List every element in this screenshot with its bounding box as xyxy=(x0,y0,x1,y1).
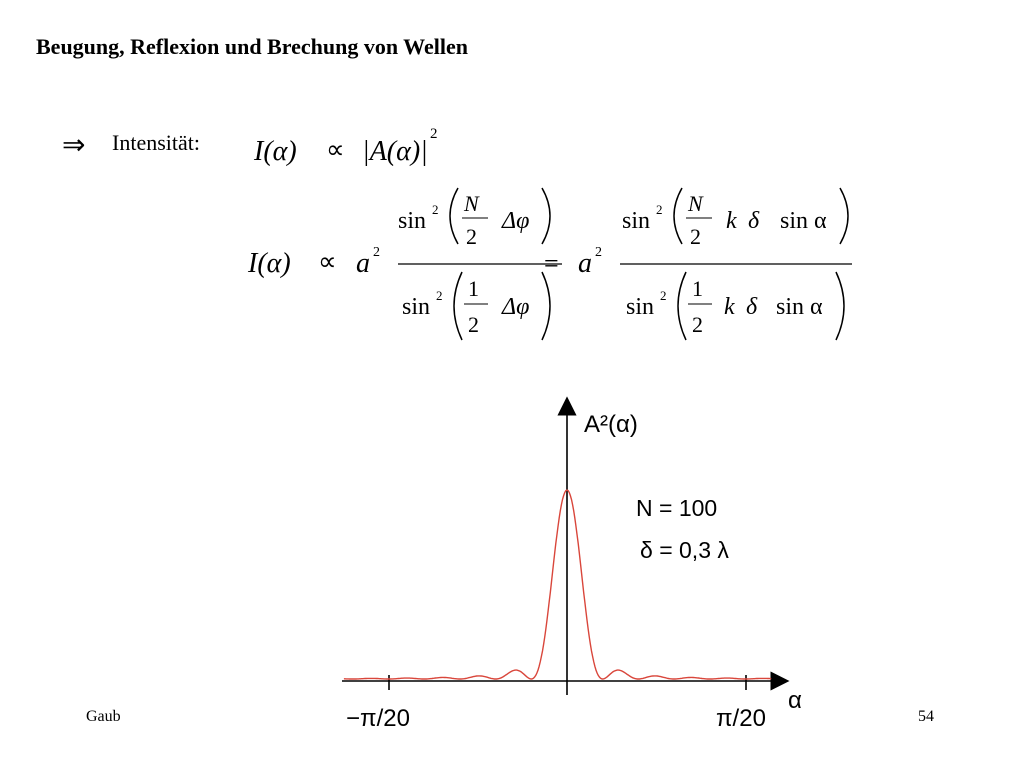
eq2-lhs: I(α) xyxy=(247,248,291,279)
f1-num-exp: 2 xyxy=(432,202,439,217)
annotation-n: N = 100 xyxy=(636,495,717,521)
f1-den-sin: sin xyxy=(402,294,430,320)
eq1-exp: 2 xyxy=(430,126,438,142)
f1-den-frac-bot: 2 xyxy=(468,312,479,337)
y-axis-label: A²(α) xyxy=(584,411,638,438)
eq2-amp: a xyxy=(356,248,370,279)
f2-num-exp: 2 xyxy=(656,202,663,217)
eq1-rhs: |A(α)| xyxy=(362,136,428,167)
equations: I(α) ∝ |A(α)| 2 I(α) ∝ a 2 sin 2 N 2 Δφ … xyxy=(247,126,852,341)
f2-den-delta: δ xyxy=(746,294,758,320)
eq1-prop: ∝ xyxy=(326,135,345,164)
f1-den-exp: 2 xyxy=(436,288,443,303)
equation-line-2: I(α) ∝ a 2 sin 2 N 2 Δφ sin 2 1 2 Δφ = a… xyxy=(247,187,852,341)
f2-den-frac-top: 1 xyxy=(692,276,703,301)
annotation-delta: δ = 0,3 λ xyxy=(640,537,729,563)
f1-den-frac-top: 1 xyxy=(468,276,479,301)
eq2-equals: = xyxy=(544,249,559,278)
implies-arrow: ⇒ xyxy=(62,130,86,161)
page-number: 54 xyxy=(918,708,934,725)
f2-den-sin: sin xyxy=(626,294,654,320)
f1-num-frac-top: N xyxy=(463,191,480,216)
f2-num-sin: sin xyxy=(622,208,650,234)
x-axis-label: α xyxy=(788,687,802,714)
f2-den-k: k xyxy=(724,294,735,320)
intensity-label: Intensität: xyxy=(112,130,200,155)
f2-num-frac-top: N xyxy=(687,191,704,216)
f2-den-frac-bot: 2 xyxy=(692,312,703,337)
f1-num-frac-bot: 2 xyxy=(466,224,477,249)
equation-line-1: I(α) ∝ |A(α)| 2 xyxy=(253,126,438,167)
f2-num-delta: δ xyxy=(748,208,760,234)
f2-num-frac-bot: 2 xyxy=(690,224,701,249)
f2-num-sin-alpha: sin α xyxy=(780,208,827,234)
f2-den-exp: 2 xyxy=(660,288,667,303)
footer-author: Gaub xyxy=(86,708,121,725)
eq1-lhs: I(α) xyxy=(253,136,297,167)
intensity-curve xyxy=(343,489,772,680)
eq2-amp2: a xyxy=(578,248,592,279)
eq2-amp-exp: 2 xyxy=(373,245,380,260)
f1-num-arg: Δφ xyxy=(501,208,529,234)
eq2-amp2-exp: 2 xyxy=(595,245,602,260)
eq2-prop: ∝ xyxy=(318,247,337,276)
f2-den-sin-alpha: sin α xyxy=(776,294,823,320)
x-tick-label-right: π/20 xyxy=(716,705,766,732)
x-tick-label-left: −π/20 xyxy=(346,705,410,732)
f1-num-sin: sin xyxy=(398,208,426,234)
slide-title: Beugung, Reflexion und Brechung von Well… xyxy=(36,34,468,59)
f1-den-arg: Δφ xyxy=(501,294,529,320)
f2-num-k: k xyxy=(726,208,737,234)
